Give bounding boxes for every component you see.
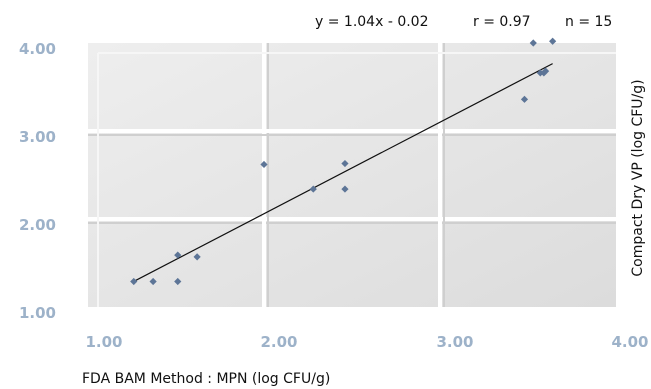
gridlines	[88, 43, 616, 307]
stats-annotation: y = 1.04x - 0.02 r = 0.97 n = 15	[315, 14, 612, 30]
trendline	[133, 63, 553, 282]
y-tick-labels: 1.00 2.00 3.00 4.00	[19, 40, 56, 322]
plot-area	[88, 43, 616, 307]
x-axis-title: FDA BAM Method : MPN (log CFU/g)	[82, 371, 330, 387]
data-point	[174, 251, 182, 259]
data-point	[193, 253, 201, 261]
data-point	[542, 67, 550, 75]
data-point	[341, 185, 349, 193]
data-points	[130, 37, 557, 286]
data-point	[149, 277, 157, 286]
x-tick-label-3: 3.00	[436, 333, 473, 351]
y-axis-title: Compact Dry VP (log CFU/g)	[630, 79, 646, 276]
data-point	[309, 185, 317, 193]
correlation-coefficient: r = 0.97	[473, 14, 531, 30]
sample-count: n = 15	[565, 14, 612, 30]
data-point	[174, 277, 182, 286]
y-tick-label-2: 2.00	[19, 216, 56, 234]
data-point	[260, 160, 268, 169]
x-tick-label-1: 1.00	[85, 333, 122, 351]
x-tick-label-2: 2.00	[260, 333, 297, 351]
data-point	[130, 277, 138, 286]
regression-equation: y = 1.04x - 0.02	[315, 14, 429, 30]
y-tick-label-4: 4.00	[19, 40, 56, 58]
y-tick-label-1: 1.00	[19, 304, 56, 322]
x-tick-label-4: 4.00	[611, 333, 648, 351]
data-point	[549, 37, 557, 45]
y-tick-label-3: 3.00	[19, 128, 56, 146]
data-point	[529, 39, 537, 47]
data-point	[341, 159, 349, 168]
x-tick-labels: 1.00 2.00 3.00 4.00	[85, 333, 648, 351]
data-point	[520, 95, 529, 103]
